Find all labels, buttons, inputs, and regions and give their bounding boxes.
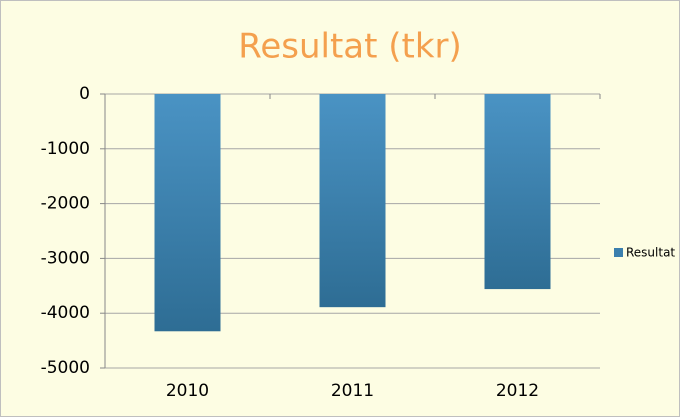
x-tick-label: 2012 [496, 381, 539, 401]
bar [319, 94, 386, 308]
bar [484, 94, 551, 290]
chart-title: Resultat (tkr) [238, 27, 462, 67]
y-tick-label: -5000 [41, 358, 90, 378]
y-tick-label: -3000 [41, 248, 90, 268]
y-tick-label: -2000 [41, 194, 90, 214]
bar [154, 94, 221, 332]
y-tick-label: -1000 [41, 139, 90, 159]
x-tick-label: 2010 [166, 381, 209, 401]
x-tick-label: 2011 [331, 381, 374, 401]
legend-label: Resultat [626, 246, 675, 260]
legend-swatch [614, 248, 623, 257]
y-tick-label: 0 [79, 84, 90, 104]
y-tick-label: -4000 [41, 303, 90, 323]
